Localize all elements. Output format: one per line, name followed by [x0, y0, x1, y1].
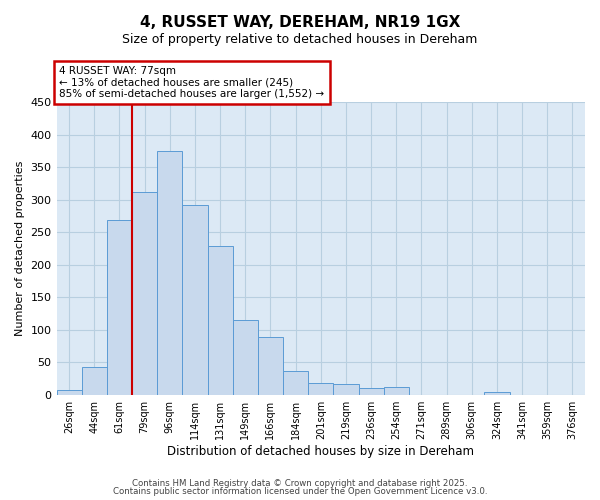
Text: 4 RUSSET WAY: 77sqm
← 13% of detached houses are smaller (245)
85% of semi-detac: 4 RUSSET WAY: 77sqm ← 13% of detached ho… [59, 66, 325, 99]
Bar [283, 372, 308, 394]
Text: Size of property relative to detached houses in Dereham: Size of property relative to detached ho… [122, 32, 478, 46]
Bar [334, 384, 359, 394]
Bar [157, 151, 182, 394]
Bar [308, 383, 334, 394]
Text: Contains HM Land Registry data © Crown copyright and database right 2025.: Contains HM Land Registry data © Crown c… [132, 478, 468, 488]
Text: 4, RUSSET WAY, DEREHAM, NR19 1GX: 4, RUSSET WAY, DEREHAM, NR19 1GX [140, 15, 460, 30]
Text: Contains public sector information licensed under the Open Government Licence v3: Contains public sector information licen… [113, 487, 487, 496]
X-axis label: Distribution of detached houses by size in Dereham: Distribution of detached houses by size … [167, 444, 474, 458]
Bar [182, 206, 208, 394]
Bar [208, 246, 233, 394]
Bar [82, 368, 107, 394]
Bar [233, 320, 258, 394]
Bar [359, 388, 383, 394]
Bar [484, 392, 509, 394]
Bar [258, 338, 283, 394]
Y-axis label: Number of detached properties: Number of detached properties [15, 160, 25, 336]
Bar [383, 387, 409, 394]
Bar [132, 192, 157, 394]
Bar [107, 220, 132, 394]
Bar [56, 390, 82, 394]
